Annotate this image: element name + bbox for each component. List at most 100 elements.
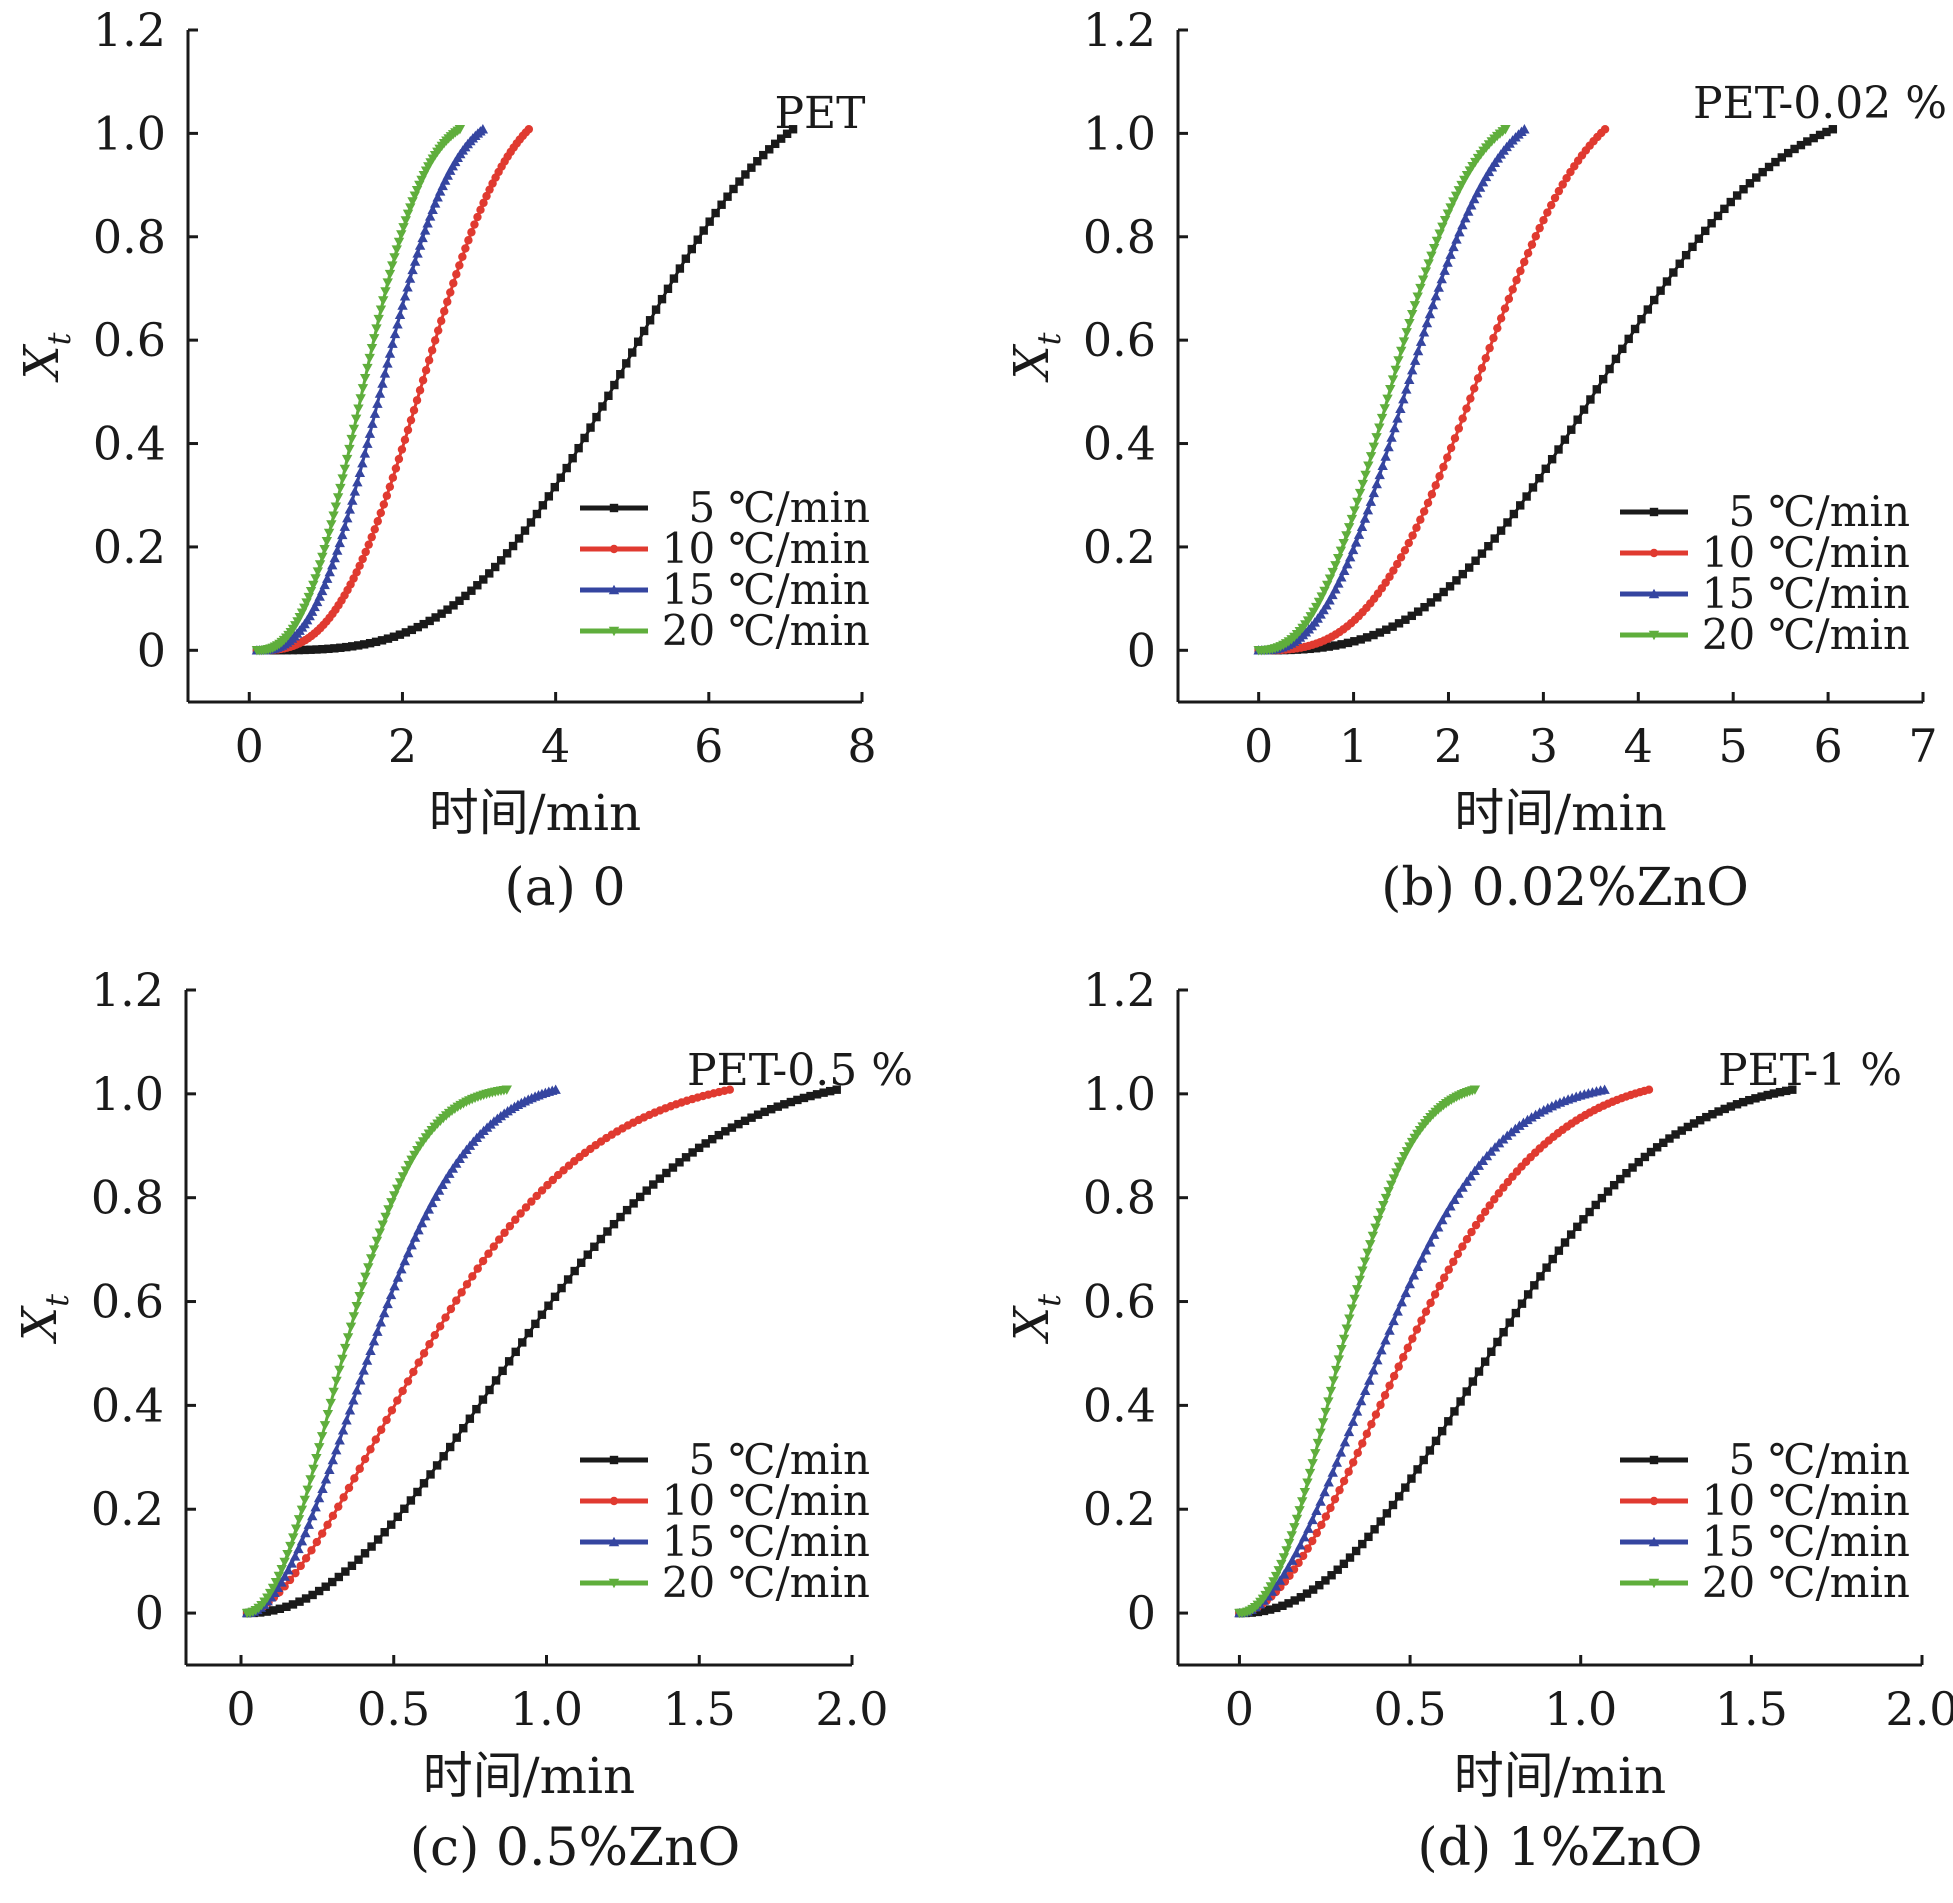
data-point [1284, 1599, 1293, 1608]
data-point [1435, 1281, 1444, 1291]
data-point [1416, 1253, 1428, 1263]
data-point [1547, 455, 1557, 464]
data-point [1371, 478, 1382, 489]
data-point [574, 443, 583, 453]
data-point [1330, 584, 1341, 594]
data-point [651, 305, 661, 314]
data-point [1522, 492, 1531, 501]
data-point [1407, 1474, 1416, 1483]
data-point [1449, 1257, 1458, 1266]
data-point [759, 150, 768, 160]
data-point [1318, 643, 1327, 652]
data-point [306, 645, 315, 654]
data-point [1463, 206, 1474, 216]
data-point [1508, 285, 1517, 294]
data-point [1461, 1176, 1472, 1186]
data-point [1591, 1200, 1600, 1210]
data-point [1454, 226, 1465, 237]
data-point [1764, 162, 1774, 172]
data-point [1317, 1418, 1329, 1428]
data-point [1295, 1540, 1306, 1550]
data-point [1367, 1419, 1376, 1429]
x-tick-label: 3 [1529, 719, 1558, 773]
data-point [1388, 1315, 1399, 1326]
series-10-min [242, 1085, 734, 1618]
data-point [1662, 277, 1672, 286]
x-tick-label: 0.5 [357, 1682, 430, 1736]
data-point [1296, 1593, 1306, 1602]
data-point [1441, 1207, 1452, 1218]
data-point [1408, 531, 1417, 540]
data-point [279, 1557, 290, 1568]
data-point [1349, 506, 1360, 516]
legend-marker [1648, 588, 1660, 599]
data-point [583, 1250, 592, 1259]
data-point [327, 559, 338, 570]
data-point [1437, 1426, 1447, 1436]
data-point [1339, 565, 1350, 576]
data-point [1419, 507, 1429, 516]
data-point [383, 1205, 394, 1215]
data-point [1338, 1334, 1350, 1345]
data-point [1362, 505, 1374, 515]
data-point [1380, 1391, 1390, 1400]
y-tick-label: 0.4 [1083, 1378, 1156, 1432]
data-point [334, 1572, 344, 1582]
data-point [1470, 384, 1479, 393]
data-point [328, 1577, 337, 1587]
data-point [311, 1453, 322, 1464]
data-point [1490, 534, 1499, 543]
data-point [344, 1405, 356, 1415]
data-point [296, 1561, 305, 1571]
data-point [416, 1217, 428, 1228]
legend-marker [1648, 1578, 1660, 1589]
data-point [1282, 1562, 1294, 1572]
data-point [1456, 1397, 1465, 1406]
data-point [1558, 180, 1567, 189]
data-point [1431, 236, 1443, 247]
data-point [364, 428, 376, 438]
data-point [286, 1558, 297, 1568]
data-point [531, 1319, 540, 1329]
data-point [1343, 523, 1355, 533]
data-point [1453, 1188, 1464, 1198]
data-point [1382, 1509, 1392, 1518]
x-tick-label: 1.0 [510, 1682, 583, 1736]
data-point [357, 384, 369, 394]
data-point [319, 579, 330, 590]
x-tick-label: 2.0 [815, 1682, 888, 1736]
y-tick-label: 0.6 [1083, 313, 1156, 367]
data-point [1356, 635, 1365, 644]
data-point [639, 326, 649, 336]
series-5-min [252, 125, 798, 655]
data-point [403, 1247, 414, 1258]
data-point [1278, 1601, 1287, 1610]
data-point [1393, 559, 1402, 569]
data-point [334, 1502, 343, 1511]
data-point [1333, 578, 1344, 588]
data-point [1362, 633, 1372, 642]
data-point [1751, 1094, 1760, 1103]
data-point [389, 328, 401, 339]
data-point [1431, 481, 1440, 490]
data-point [420, 1210, 431, 1221]
data-point [324, 1464, 335, 1474]
data-point [380, 1212, 391, 1223]
data-point [799, 1093, 809, 1103]
data-point [1407, 611, 1416, 621]
data-point [461, 244, 470, 253]
data-point [382, 358, 393, 368]
data-point [302, 1485, 313, 1496]
data-point [321, 537, 333, 547]
data-point [550, 482, 559, 492]
data-point [556, 473, 565, 482]
data-point [363, 1263, 374, 1273]
data-point [324, 644, 333, 654]
data-point [1294, 1506, 1305, 1516]
data-point [452, 1433, 461, 1442]
data-point [446, 288, 455, 297]
legend-label: 20 ℃/min [1702, 610, 1910, 659]
data-point [786, 1097, 796, 1107]
data-point [1487, 1347, 1496, 1356]
data-point [1462, 1235, 1472, 1244]
